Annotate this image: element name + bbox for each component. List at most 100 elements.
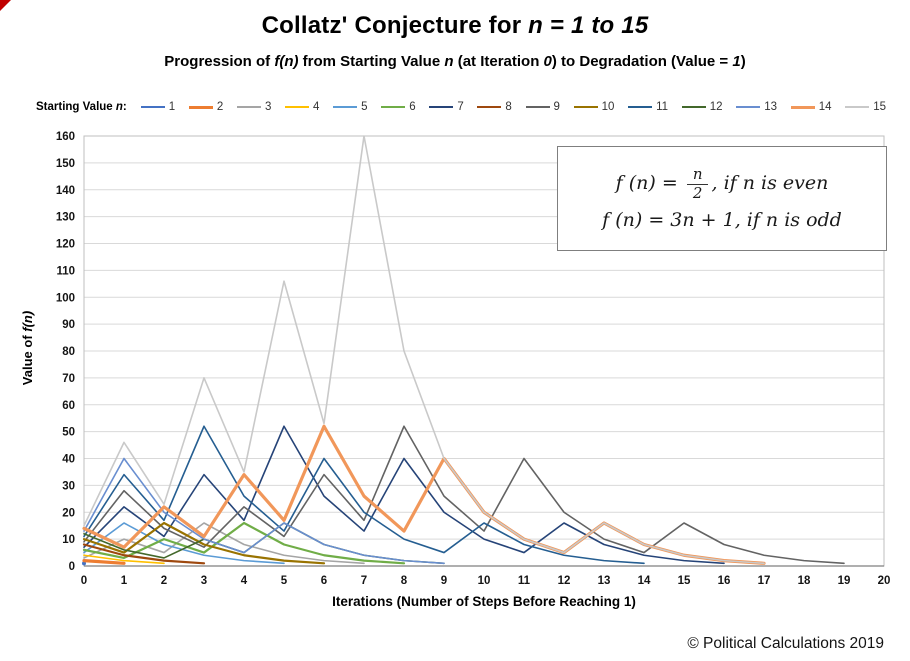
x-tick-label: 20 [878,575,891,587]
legend-line-sample [845,106,870,108]
series-line-7 [83,425,725,565]
y-tick-label: 130 [56,212,75,224]
legend-label: 1 [168,101,176,113]
y-tick-label: 0 [69,561,75,573]
chart-legend: Starting Value n: 1 2 3 4 5 6 7 8 9 10 11 12 13 14 15 [36,101,886,113]
formula-text: f (n) = [615,172,684,194]
legend-line-sample [790,105,815,109]
series-line-11 [83,425,645,565]
subtitle-part: 0 [543,53,552,70]
series-line-9 [83,425,845,565]
legend-line-sample [333,106,358,108]
x-tick-labels: 0 1 2 3 4 5 6 7 8 9 10 11 12 13 14 15 16 17 18 19 20 [81,575,891,587]
legend-label: 15 [873,101,886,113]
legend-line-sample [140,106,165,108]
y-tick-label: 150 [56,158,75,170]
legend-item-9: 9 [525,101,560,113]
x-tick-label: 17 [758,575,771,587]
fraction-numerator: n [686,166,709,185]
subtitle-part: 1 [732,53,741,70]
series-line-14 [82,424,766,565]
legend-label: 11 [656,101,669,113]
legend-item-11: 11 [628,101,668,113]
legend-label: 12 [709,101,723,113]
page-title: Collatz' Conjecture for n = 1 to 15 [0,12,910,40]
y-tick-label: 120 [56,239,75,251]
x-tick-label: 3 [201,575,207,587]
legend-item-6: 6 [381,101,416,113]
series-line-5 [83,522,285,565]
legend-label: 10 [601,101,615,113]
x-tick-label: 16 [718,575,731,587]
legend-item-10: 10 [573,101,615,113]
series-line-10 [82,521,326,565]
x-tick-label: 9 [441,575,447,587]
y-tick-label: 20 [62,507,75,519]
x-tick-label: 1 [121,575,128,587]
x-axis-title: Iterations (Number of Steps Before Reach… [332,594,636,609]
copyright-text: © Political Calculations 2019 [687,635,884,652]
legend-item-4: 4 [285,101,319,113]
y-tick-label: 90 [62,319,75,331]
y-tick-label: 70 [62,373,75,385]
legend-item-1: 1 [140,101,176,113]
subtitle-part: f(n) [274,53,299,70]
chart-subtitle: Progression of f(n) from Starting Value … [0,53,910,70]
x-tick-label: 11 [518,575,531,587]
x-tick-label: 10 [478,575,491,587]
legend-label: 5 [361,101,368,113]
legend-items: 1 2 3 4 5 6 7 8 9 10 11 12 13 14 15 [140,101,886,113]
y-tick-label: 110 [56,265,75,277]
x-tick-label: 18 [798,575,811,587]
series-lines [82,135,845,566]
legend-label: 14 [818,101,832,113]
subtitle-part: (at Iteration [453,53,544,70]
x-tick-label: 19 [838,575,851,587]
legend-label: 8 [505,101,512,113]
legend-label: 3 [264,101,272,113]
legend-item-2: 2 [188,101,223,113]
legend-line-sample [525,106,550,108]
x-tick-label: 6 [321,575,327,587]
series-point-1 [82,561,86,566]
legend-item-5: 5 [333,101,368,113]
y-axis-title: Value of f(n) [20,248,36,448]
legend-label: 4 [313,101,320,113]
legend-label: 7 [457,101,464,113]
legend-line-sample [285,106,310,108]
y-tick-labels: 0 10 20 30 40 50 60 70 80 90 100 110 120 130 140 150 160 [56,131,75,573]
legend-line-sample [236,106,261,108]
legend-line-sample [573,106,598,108]
x-tick-label: 7 [361,575,367,587]
title-text: Collatz' Conjecture for [261,12,529,39]
y-tick-label: 30 [62,480,75,492]
legend-label: 13 [764,101,778,113]
x-tick-label: 14 [638,575,651,587]
subtitle-part: n [444,53,454,70]
subtitle-part: ) to Degradation (Value = [551,53,733,70]
title-italic-text: n = 1 to 15 [528,12,649,39]
y-tick-label: 80 [62,346,75,358]
formula-text: , if n is even [711,172,829,194]
legend-line-sample [628,106,653,108]
formula-line-odd: f (n) = 3n + 1, if n is odd [602,208,842,231]
series-line-8 [82,543,206,565]
legend-title-part: : [122,101,127,113]
legend-title-part: n [115,101,123,113]
legend-item-15: 15 [845,101,886,113]
legend-line-sample [736,106,761,108]
x-tick-label: 0 [81,575,87,587]
x-tick-label: 12 [558,575,571,587]
y-tick-label: 160 [56,131,75,143]
legend-line-sample [477,106,502,108]
legend-item-12: 12 [681,101,723,113]
subtitle-part: Progression of [164,53,275,70]
fraction-denominator: 2 [692,183,703,202]
legend-label: 9 [553,101,560,113]
x-tick-label: 8 [401,575,408,587]
x-tick-label: 5 [281,575,288,587]
